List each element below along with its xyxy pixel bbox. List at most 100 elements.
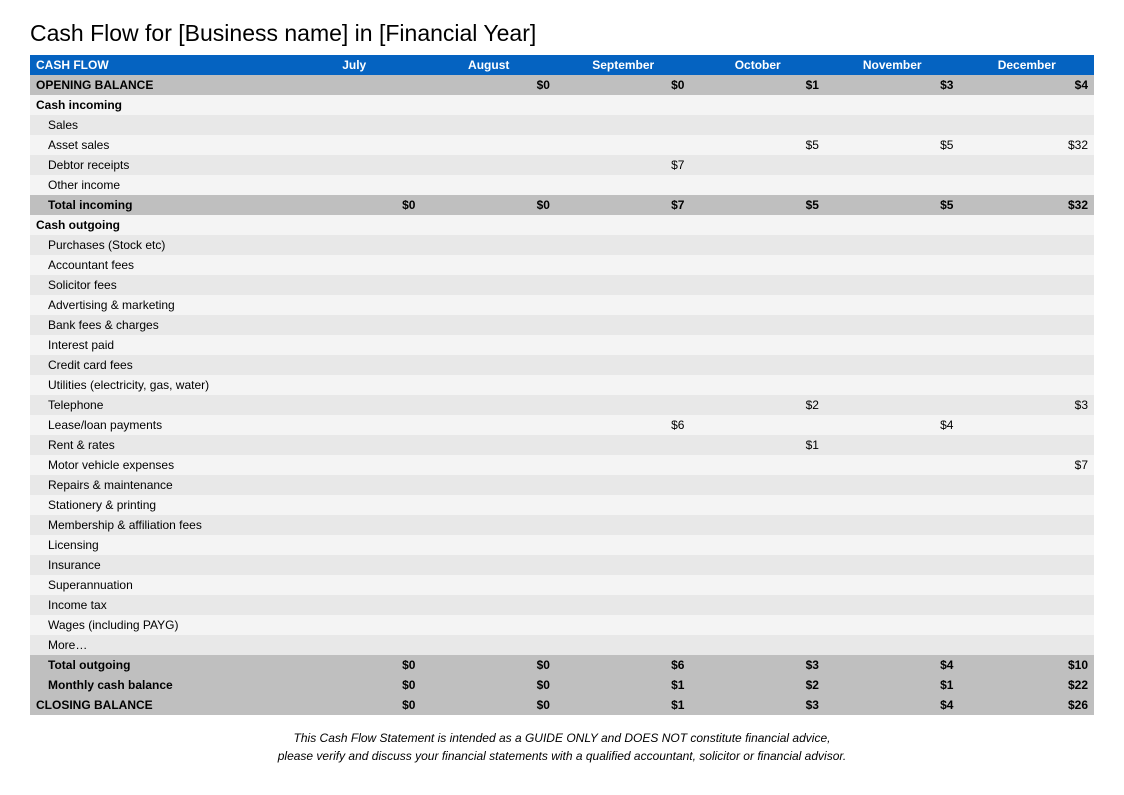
cell-value: $0	[421, 695, 556, 715]
cell-value	[690, 115, 825, 135]
cell-value	[825, 275, 960, 295]
cell-value: $3	[825, 75, 960, 95]
table-row: Asset sales$5$5$32	[30, 135, 1094, 155]
cell-value	[690, 275, 825, 295]
cell-value: $0	[421, 75, 556, 95]
cell-value	[959, 335, 1094, 355]
cell-value: $1	[825, 675, 960, 695]
row-label: Solicitor fees	[30, 275, 287, 295]
cell-value	[825, 355, 960, 375]
cell-value	[690, 415, 825, 435]
cell-value	[556, 275, 691, 295]
cell-value	[287, 595, 422, 615]
cell-value	[825, 335, 960, 355]
cell-value: $26	[959, 695, 1094, 715]
cell-value	[421, 335, 556, 355]
cell-value	[825, 255, 960, 275]
cell-value	[959, 155, 1094, 175]
cell-value	[287, 335, 422, 355]
cell-value	[287, 515, 422, 535]
cell-value	[556, 575, 691, 595]
cell-value	[690, 595, 825, 615]
row-label: Lease/loan payments	[30, 415, 287, 435]
table-row: Other income	[30, 175, 1094, 195]
cell-value	[421, 535, 556, 555]
cell-value	[556, 495, 691, 515]
cell-value	[959, 635, 1094, 655]
table-row: Debtor receipts$7	[30, 155, 1094, 175]
row-label: Accountant fees	[30, 255, 287, 275]
header-month: September	[556, 55, 691, 75]
header-month: October	[690, 55, 825, 75]
cell-value	[556, 255, 691, 275]
row-label: Rent & rates	[30, 435, 287, 455]
cell-value	[421, 295, 556, 315]
table-row: Telephone$2$3	[30, 395, 1094, 415]
cell-value	[825, 155, 960, 175]
table-row: Wages (including PAYG)	[30, 615, 1094, 635]
cell-value	[690, 95, 825, 115]
cell-value	[287, 315, 422, 335]
cell-value	[690, 335, 825, 355]
row-label: Stationery & printing	[30, 495, 287, 515]
cell-value: $5	[690, 135, 825, 155]
cell-value	[959, 215, 1094, 235]
row-label: Telephone	[30, 395, 287, 415]
cell-value	[690, 315, 825, 335]
cell-value	[959, 275, 1094, 295]
cell-value	[959, 535, 1094, 555]
row-label: Wages (including PAYG)	[30, 615, 287, 635]
cell-value	[959, 515, 1094, 535]
table-row: OPENING BALANCE$0$0$1$3$4	[30, 75, 1094, 95]
table-row: Interest paid	[30, 335, 1094, 355]
cell-value	[421, 215, 556, 235]
cell-value	[421, 155, 556, 175]
cell-value	[421, 115, 556, 135]
cell-value	[421, 255, 556, 275]
cell-value	[287, 95, 422, 115]
table-row: Lease/loan payments$6$4	[30, 415, 1094, 435]
cell-value	[825, 295, 960, 315]
cell-value	[421, 475, 556, 495]
table-row: Utilities (electricity, gas, water)	[30, 375, 1094, 395]
cell-value: $3	[690, 655, 825, 675]
cell-value	[959, 355, 1094, 375]
cell-value	[959, 495, 1094, 515]
cell-value	[690, 495, 825, 515]
table-row: Repairs & maintenance	[30, 475, 1094, 495]
cell-value	[556, 355, 691, 375]
cell-value	[690, 175, 825, 195]
row-label: CLOSING BALANCE	[30, 695, 287, 715]
cell-value: $7	[556, 195, 691, 215]
cell-value	[825, 455, 960, 475]
header-month: July	[287, 55, 422, 75]
table-row: Stationery & printing	[30, 495, 1094, 515]
footnote-line: This Cash Flow Statement is intended as …	[294, 731, 831, 745]
cell-value	[421, 375, 556, 395]
cell-value	[287, 275, 422, 295]
row-label: Insurance	[30, 555, 287, 575]
row-label: Sales	[30, 115, 287, 135]
cell-value: $6	[556, 415, 691, 435]
cell-value	[959, 315, 1094, 335]
cell-value: $0	[421, 195, 556, 215]
cell-value	[690, 215, 825, 235]
cell-value: $4	[959, 75, 1094, 95]
row-label: Superannuation	[30, 575, 287, 595]
cell-value	[287, 215, 422, 235]
cell-value: $3	[959, 395, 1094, 415]
cell-value: $22	[959, 675, 1094, 695]
cell-value	[825, 535, 960, 555]
cell-value	[825, 475, 960, 495]
cell-value	[556, 375, 691, 395]
cell-value	[287, 395, 422, 415]
cell-value	[421, 355, 556, 375]
cell-value	[287, 295, 422, 315]
table-row: Insurance	[30, 555, 1094, 575]
cell-value	[421, 315, 556, 335]
cell-value	[287, 555, 422, 575]
cell-value	[959, 255, 1094, 275]
cell-value: $2	[690, 675, 825, 695]
cell-value	[421, 415, 556, 435]
cell-value	[959, 235, 1094, 255]
